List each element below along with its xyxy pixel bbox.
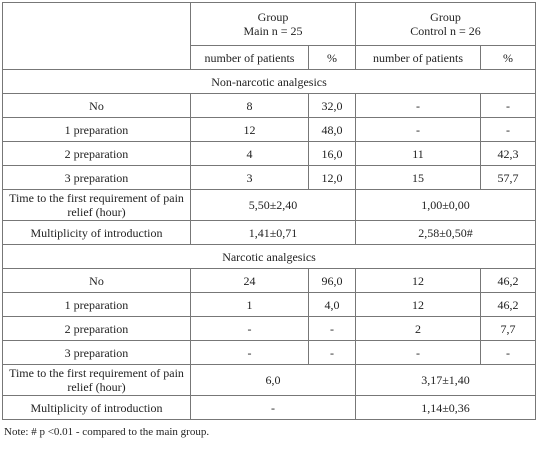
- cell: 32,0: [307, 93, 357, 118]
- data-row: No 24 96,0 12 46,2: [2, 268, 537, 293]
- cell: 12: [355, 268, 482, 293]
- cell: 5,50±2,40: [189, 189, 357, 221]
- header-row: Group Main n = 25 Group Control n = 26: [2, 2, 537, 70]
- row-label: Multiplicity of introduction: [2, 220, 191, 245]
- row-label: No: [2, 93, 191, 118]
- cell: 4: [190, 141, 309, 166]
- cell: -: [355, 117, 482, 142]
- data-row: 2 preparation 4 16,0 11 42,3: [2, 141, 537, 166]
- cell: 11: [355, 141, 482, 166]
- data-row: 3 preparation 3 12,0 15 57,7: [2, 165, 537, 190]
- group-label: Group: [430, 10, 461, 24]
- section-title: Non-narcotic analgesics: [1, 69, 537, 94]
- cell: -: [190, 316, 309, 341]
- group-size: Control n = 26: [410, 24, 481, 38]
- data-row: 1 preparation 12 48,0- -: [2, 117, 537, 142]
- cell: 24: [190, 268, 309, 293]
- cell: 16,0: [307, 141, 357, 166]
- cell: 3: [190, 165, 309, 190]
- group-header: Group Main n = 25: [189, 2, 357, 46]
- section-title: Narcotic analgesics: [1, 244, 537, 269]
- section-row: Non-narcotic analgesics: [1, 69, 537, 94]
- row-label: Time to the first requirement of pain re…: [2, 364, 191, 396]
- column-label: %: [307, 45, 357, 70]
- cell: 2: [355, 316, 482, 341]
- row-label: 2 preparation: [2, 141, 191, 166]
- cell: -: [480, 340, 537, 365]
- row-label: 1 preparation: [2, 117, 191, 142]
- cell: 1,00±0,00: [355, 189, 537, 221]
- column-label: number of patients: [355, 45, 482, 70]
- data-row: Time to the first requirement of pain re…: [2, 189, 537, 221]
- table-body: Group Main n = 25 Group Control n = 26 num…: [1, 2, 537, 420]
- cell: -: [307, 340, 357, 365]
- cell: 57,7: [480, 165, 537, 190]
- cell: 12,0: [307, 165, 357, 190]
- group-size: Main n = 25: [243, 24, 303, 38]
- row-label: 2 preparation: [2, 316, 191, 341]
- data-row: 3 preparation - - - -: [2, 340, 537, 365]
- data-row: Multiplicity of introduction 1,41±0,71 2,5…: [2, 220, 537, 245]
- cell: 46,2: [480, 292, 537, 317]
- cell: 46,2: [480, 268, 537, 293]
- cell: -: [480, 93, 537, 118]
- cell: 1: [190, 292, 309, 317]
- cell: -: [480, 117, 537, 142]
- column-label-row: number of patients% number of patients%: [3, 45, 537, 70]
- cell: 15: [355, 165, 482, 190]
- data-row: 2 preparation - -2 7,7: [2, 316, 537, 341]
- cell: 96,0: [307, 268, 357, 293]
- row-label: 3 preparation: [2, 340, 191, 365]
- cell: -: [189, 395, 357, 420]
- cell: -: [307, 316, 357, 341]
- cell: 6,0: [189, 364, 357, 396]
- row-label: 1 preparation: [2, 292, 191, 317]
- data-row: 1 preparation 1 4,0 12 46,2: [2, 292, 537, 317]
- corner-cell: [2, 2, 191, 70]
- row-label: Multiplicity of introduction: [2, 395, 191, 420]
- cell: -: [355, 340, 482, 365]
- cell: -: [190, 340, 309, 365]
- cell: 12: [190, 117, 309, 142]
- cell: 48,0: [307, 117, 357, 142]
- data-table: Group Main n = 25 Group Control n = 26 num…: [1, 2, 537, 420]
- cell: 42,3: [480, 141, 537, 166]
- row-label: No: [2, 268, 191, 293]
- cell: 12: [355, 292, 482, 317]
- cell: -: [355, 93, 482, 118]
- cell: 8: [190, 93, 309, 118]
- cell: 1,14±0,36: [355, 395, 537, 420]
- column-label: number of patients: [190, 45, 309, 70]
- cell: 3,17±1,40: [355, 364, 537, 396]
- group-header: Group Control n = 26: [355, 2, 537, 46]
- group-label: Group: [257, 10, 289, 24]
- data-row: Multiplicity of introduction -1,14±0,36: [2, 395, 537, 420]
- data-row: Time to the first requirement of pain re…: [2, 364, 537, 396]
- footnote: Note: # p <0.01 - compared to the main g…: [4, 426, 210, 438]
- section-row: Narcotic analgesics: [1, 244, 537, 269]
- cell: 4,0: [307, 292, 357, 317]
- row-label: Time to the first requirement of pain re…: [2, 189, 191, 221]
- data-row: No 8 32,0- -: [2, 93, 537, 118]
- cell: 7,7: [480, 316, 537, 341]
- row-label: 3 preparation: [2, 165, 191, 190]
- column-label: %: [480, 45, 537, 70]
- cell: 2,58±0,50#: [355, 220, 537, 245]
- cell: 1,41±0,71: [189, 220, 357, 245]
